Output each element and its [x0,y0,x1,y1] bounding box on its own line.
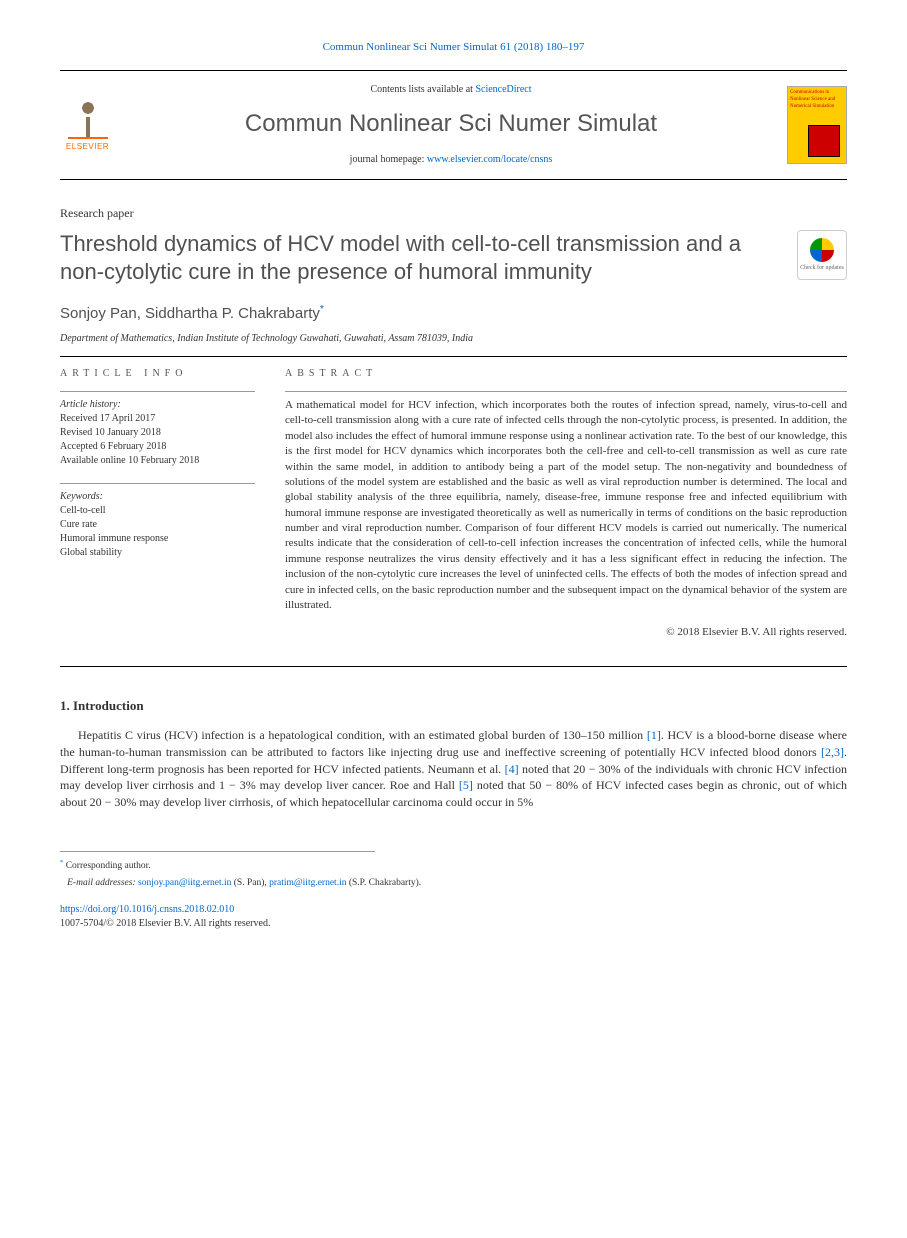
keywords-label: Keywords: [60,490,255,504]
header-citation: Commun Nonlinear Sci Numer Simulat 61 (2… [60,40,847,55]
contents-prefix: Contents lists available at [370,84,475,95]
abstract-column: abstract A mathematical model for HCV in… [285,367,847,656]
keyword-item: Global stability [60,546,255,560]
homepage-link[interactable]: www.elsevier.com/locate/cnsns [427,154,552,165]
cite-link[interactable]: [2,3] [821,745,844,759]
history-label: Article history: [60,398,255,412]
section-heading-intro: 1. Introduction [60,697,847,715]
article-title: Threshold dynamics of HCV model with cel… [60,230,777,287]
divider [60,356,847,357]
cite-link[interactable]: [4] [505,762,519,776]
abstract-block: A mathematical model for HCV infection, … [285,391,847,641]
contents-lists-line: Contents lists available at ScienceDirec… [130,83,772,97]
corresponding-footnote: * Corresponding author. [60,858,375,873]
article-type: Research paper [60,205,847,222]
divider [60,666,847,667]
journal-cover-thumbnail: Communications in Nonlinear Science and … [787,86,847,164]
article-info-heading: article info [60,367,255,381]
homepage-prefix: journal homepage: [350,154,427,165]
history-online: Available online 10 February 2018 [60,454,255,468]
publisher-name: ELSEVIER [66,141,109,152]
journal-center-block: Contents lists available at ScienceDirec… [130,83,772,167]
abstract-copyright: © 2018 Elsevier B.V. All rights reserved… [285,625,847,640]
elsevier-logo: ELSEVIER [60,95,115,155]
history-block: Article history: Received 17 April 2017 … [60,391,255,468]
sciencedirect-link[interactable]: ScienceDirect [475,84,531,95]
corresponding-label: Corresponding author. [66,861,151,871]
title-row: Threshold dynamics of HCV model with cel… [60,230,847,287]
intro-paragraph: Hepatitis C virus (HCV) infection is a h… [60,727,847,811]
abstract-heading: abstract [285,367,847,381]
homepage-line: journal homepage: www.elsevier.com/locat… [130,153,772,167]
author-names: Sonjoy Pan, Siddhartha P. Chakrabarty [60,305,320,322]
cite-link[interactable]: [5] [459,778,473,792]
doi-link[interactable]: https://doi.org/10.1016/j.cnsns.2018.02.… [60,904,234,915]
keyword-item: Cure rate [60,518,255,532]
history-accepted: Accepted 6 February 2018 [60,440,255,454]
crossmark-badge[interactable]: Check for updates [797,230,847,280]
corresponding-mark: * [320,303,324,315]
info-abstract-row: article info Article history: Received 1… [60,367,847,656]
email-label: E-mail addresses: [67,878,136,888]
keyword-item: Cell-to-cell [60,504,255,518]
crossmark-icon [810,238,834,262]
email-name-1: (S. Pan), [234,878,267,888]
cite-link[interactable]: [1] [647,728,661,742]
keyword-item: Humoral immune response [60,532,255,546]
authors: Sonjoy Pan, Siddhartha P. Chakrabarty* [60,302,847,324]
elsevier-tree-icon [68,99,108,139]
journal-masthead: ELSEVIER Contents lists available at Sci… [60,70,847,180]
keywords-block: Keywords: Cell-to-cell Cure rate Humoral… [60,483,255,560]
email-footnote: E-mail addresses: sonjoy.pan@iitg.ernet.… [60,877,847,890]
footnote-divider-block: * Corresponding author. [60,851,375,873]
journal-title: Commun Nonlinear Sci Numer Simulat [130,107,772,141]
affiliation: Department of Mathematics, Indian Instit… [60,332,847,346]
email-link-2[interactable]: pratim@iitg.ernet.in [269,878,346,888]
article-info-column: article info Article history: Received 1… [60,367,255,656]
issn-copyright: 1007-5704/© 2018 Elsevier B.V. All right… [60,918,270,929]
history-received: Received 17 April 2017 [60,412,255,426]
abstract-text: A mathematical model for HCV infection, … [285,398,847,613]
crossmark-label: Check for updates [800,264,844,272]
footnote-mark: * [60,859,63,866]
history-revised: Revised 10 January 2018 [60,426,255,440]
email-link-1[interactable]: sonjoy.pan@iitg.ernet.in [138,878,231,888]
email-name-2: (S.P. Chakrabarty). [349,878,421,888]
doi-block: https://doi.org/10.1016/j.cnsns.2018.02.… [60,903,847,931]
